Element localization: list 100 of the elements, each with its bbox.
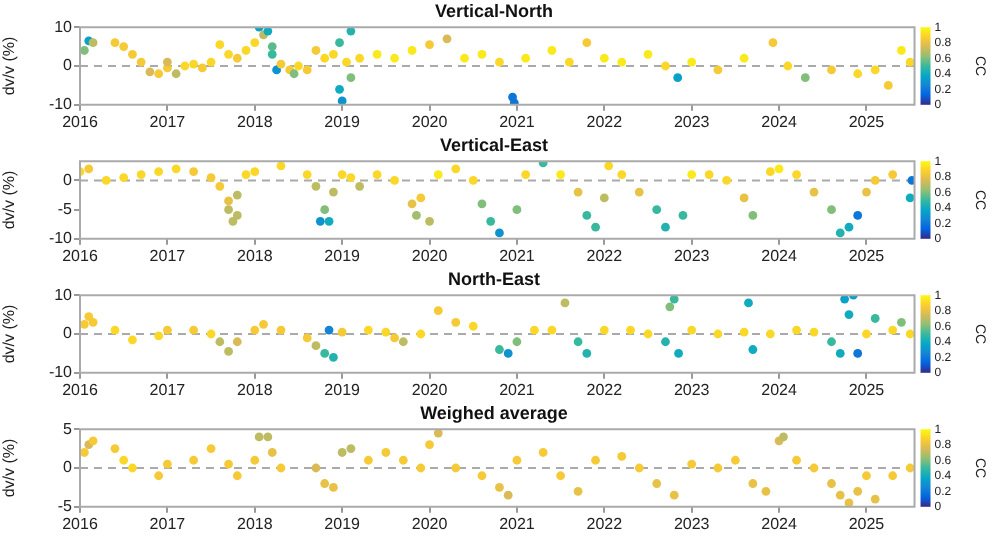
point	[503, 490, 513, 500]
x-tick-label: 2018	[236, 380, 274, 399]
point	[556, 471, 566, 481]
point	[669, 490, 679, 500]
point	[652, 479, 662, 488]
y-tick-label: 0	[63, 324, 74, 343]
point	[250, 455, 260, 465]
x-tick-label: 2024	[761, 246, 798, 265]
point	[713, 463, 723, 473]
point	[263, 432, 273, 442]
chart-title: Weighed average	[420, 403, 568, 424]
x-tick-label: 2021	[499, 514, 536, 533]
point	[398, 455, 408, 465]
x-tick-label: 2018	[236, 514, 274, 533]
point	[425, 440, 434, 450]
point	[254, 432, 264, 442]
x-tick-label: 2018	[236, 246, 274, 265]
y-tick-label: -10	[48, 229, 74, 248]
point	[154, 471, 164, 481]
point	[573, 486, 583, 496]
x-tick-label: 2025	[848, 380, 886, 399]
point	[433, 429, 443, 438]
x-tick-label: 2023	[673, 514, 711, 533]
point	[162, 459, 172, 469]
x-tick-label: 2023	[673, 112, 711, 131]
point	[495, 483, 504, 492]
point	[538, 448, 548, 457]
x-tick-label: 2019	[324, 380, 362, 399]
y-tick-label: 10	[54, 17, 74, 36]
x-tick-label: 2022	[586, 380, 624, 399]
y-tick-label: 0	[63, 458, 74, 477]
point	[224, 459, 233, 469]
point	[870, 494, 880, 504]
x-tick-label: 2024	[761, 112, 798, 131]
x-tick-label: 2016	[62, 246, 99, 265]
point	[329, 483, 338, 492]
point	[320, 479, 330, 488]
y-tick-label: 5	[63, 419, 74, 438]
x-tick-label: 2019	[324, 112, 362, 131]
point	[862, 471, 871, 481]
point	[80, 448, 89, 457]
x-tick-label: 2019	[324, 514, 362, 533]
y-axis-title: dv/v (%)	[0, 304, 19, 364]
x-tick-label: 2022	[586, 514, 624, 533]
y-tick-label: 10	[54, 285, 74, 304]
x-tick-label: 2021	[499, 112, 536, 131]
x-tick-label: 2016	[62, 112, 99, 131]
point	[276, 463, 286, 473]
point	[337, 448, 347, 457]
point	[363, 455, 373, 465]
y-tick-label: 0	[63, 170, 74, 189]
x-tick-label: 2019	[324, 246, 362, 265]
y-axis-title: dv/v (%)	[0, 438, 19, 498]
x-tick-label: 2025	[848, 514, 886, 533]
point	[381, 448, 391, 457]
y-tick-label: -10	[48, 363, 74, 382]
point	[730, 455, 740, 465]
x-tick-label: 2023	[673, 246, 711, 265]
x-tick-label: 2016	[62, 514, 99, 533]
chart-title: Vertical-North	[434, 1, 554, 22]
point	[477, 471, 487, 481]
point	[835, 490, 845, 500]
point	[761, 486, 771, 496]
x-tick-label: 2023	[673, 380, 711, 399]
x-tick-label: 2024	[761, 380, 798, 399]
point	[189, 455, 198, 465]
point	[792, 455, 801, 465]
point	[687, 459, 697, 469]
point	[591, 455, 600, 465]
chart-title: Vertical-East	[439, 135, 549, 156]
x-tick-label: 2022	[586, 112, 624, 131]
chart-title: North-East	[447, 269, 541, 290]
point	[232, 471, 242, 481]
point	[451, 463, 461, 473]
point	[311, 463, 321, 473]
point	[888, 471, 898, 481]
y-tick-label: -10	[48, 95, 74, 114]
x-tick-label: 2021	[499, 246, 536, 265]
x-tick-label: 2020	[411, 380, 449, 399]
point	[827, 479, 836, 488]
point	[634, 463, 644, 473]
y-axis-title: dv/v (%)	[0, 170, 19, 230]
point	[853, 486, 863, 496]
x-tick-label: 2024	[761, 514, 798, 533]
x-tick-label: 2020	[411, 246, 449, 265]
x-tick-label: 2017	[149, 246, 187, 265]
x-tick-label: 2020	[411, 112, 449, 131]
point	[206, 444, 216, 453]
point	[128, 463, 137, 473]
x-tick-label: 2022	[586, 246, 624, 265]
point	[905, 463, 915, 473]
y-tick-label: -5	[57, 497, 74, 516]
y-tick-label: -5	[57, 200, 74, 219]
point	[748, 479, 758, 488]
y-tick-label: 0	[63, 56, 74, 75]
point	[267, 448, 277, 457]
point	[416, 463, 426, 473]
point	[809, 463, 819, 473]
x-tick-label: 2017	[149, 380, 187, 399]
point	[346, 444, 356, 453]
